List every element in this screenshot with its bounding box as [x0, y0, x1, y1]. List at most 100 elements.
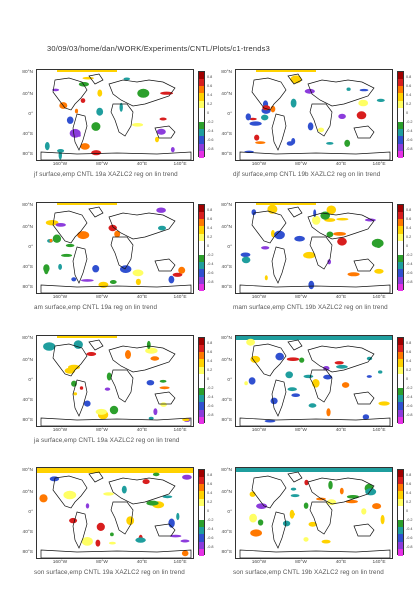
- colorbar-segment: [398, 470, 403, 478]
- colorbar-label: 0.4: [207, 491, 213, 495]
- colorbar-label: 0.2: [207, 235, 213, 239]
- latitude-label: 0°: [227, 510, 232, 515]
- colorbar-label: -0.2: [207, 120, 214, 124]
- colorbar-segment: [398, 477, 403, 485]
- world-map: [235, 69, 393, 161]
- colorbar-label: -0.6: [207, 138, 214, 142]
- colorbar-segment: [398, 491, 403, 499]
- colorbar-segment: [199, 491, 204, 499]
- longitude-label: 40°E: [136, 162, 148, 167]
- colorbar-label: -0.2: [207, 386, 214, 390]
- world-map: [36, 69, 194, 161]
- colorbar-segment: [199, 359, 204, 367]
- colorbar-label: -0.4: [406, 129, 413, 133]
- latitude-label: 40°N: [22, 92, 33, 97]
- colorbar-segment: [398, 107, 403, 115]
- longitude-label: 160°W: [251, 428, 267, 433]
- colorbar-label: 0.6: [207, 482, 213, 486]
- colorbar-segment: [398, 520, 403, 528]
- colorbar-label: 0.2: [406, 235, 412, 239]
- latitude-label: 80°N: [22, 336, 33, 341]
- colorbar-segment: [398, 212, 403, 220]
- longitude-label: 140°E: [372, 295, 386, 300]
- colorbar-segment: [199, 512, 204, 521]
- colorbar-label: 0.6: [207, 84, 213, 88]
- colorbar-segment: [199, 352, 204, 360]
- colorbar-segment: [199, 498, 204, 506]
- colorbar-segment: [199, 283, 204, 291]
- world-map: [235, 202, 393, 294]
- colorbar-label: 0.2: [207, 368, 213, 372]
- colorbar-label: 0: [406, 111, 409, 115]
- colorbar-segment: [398, 527, 403, 535]
- colorbar-segment: [398, 359, 403, 367]
- colorbar-segment: [199, 269, 204, 277]
- colorbar-label: -0.2: [406, 518, 413, 522]
- colorbar-segment: [398, 541, 403, 549]
- latitude-label: 80°N: [221, 70, 232, 75]
- latitude-label: 0°: [28, 378, 33, 383]
- colorbar-segment: [398, 255, 403, 263]
- world-map: [235, 467, 393, 559]
- world-map: [36, 467, 194, 559]
- latitude-label: 80°S: [22, 418, 33, 423]
- colorbar-segment: [199, 366, 204, 374]
- latitude-label: 40°N: [22, 490, 33, 495]
- latitude-label: 80°N: [22, 468, 33, 473]
- colorbar-label: -0.4: [207, 129, 214, 133]
- colorbar-segment: [398, 402, 403, 410]
- colorbar-segment: [199, 219, 204, 227]
- colorbar-segment: [398, 233, 403, 241]
- colorbar-label: 0.8: [207, 208, 213, 212]
- colorbar-label: 0.6: [406, 217, 412, 221]
- colorbar-label: -0.8: [207, 147, 214, 151]
- latitude-label: 40°N: [221, 358, 232, 363]
- colorbar-label: 0.4: [406, 359, 412, 363]
- longitude-label: 80°W: [295, 428, 307, 433]
- longitude-label: 140°E: [372, 162, 386, 167]
- latitude-label: 80°N: [22, 203, 33, 208]
- latitude-label: 0°: [28, 245, 33, 250]
- longitude-label: 160°W: [251, 295, 267, 300]
- colorbar-segment: [398, 548, 403, 556]
- colorbar-segment: [398, 338, 403, 346]
- colorbar-label: 0: [207, 377, 210, 381]
- colorbar-segment: [398, 150, 403, 158]
- colorbar-segment: [398, 380, 403, 389]
- colorbar-label: 0.2: [406, 368, 412, 372]
- colorbar-segment: [199, 226, 204, 234]
- colorbar-label: -0.6: [406, 536, 413, 540]
- colorbar-label: 0.4: [406, 491, 412, 495]
- panel-caption: djf surface,emp CNTL 19b XAZLC2 reg on l…: [233, 171, 381, 178]
- colorbar-label: 0.8: [406, 473, 412, 477]
- colorbar-segment: [398, 276, 403, 284]
- colorbar-segment: [199, 409, 204, 417]
- world-map: [36, 335, 194, 427]
- world-map: [235, 335, 393, 427]
- colorbar-label: -0.2: [406, 386, 413, 390]
- colorbar-segment: [199, 122, 204, 130]
- colorbar-label: 0.6: [406, 350, 412, 354]
- colorbar-segment: [199, 136, 204, 144]
- colorbar-label: 0.4: [207, 359, 213, 363]
- colorbar-label: 0: [406, 244, 409, 248]
- longitude-label: 40°E: [335, 428, 347, 433]
- colorbar-label: -0.6: [406, 404, 413, 408]
- colorbar-segment: [398, 283, 403, 291]
- longitude-label: 140°E: [173, 295, 187, 300]
- colorbar-segment: [398, 534, 403, 542]
- colorbar-segment: [199, 470, 204, 478]
- colorbar-label: 0.6: [406, 482, 412, 486]
- colorbar-label: -0.4: [207, 395, 214, 399]
- colorbar-segment: [398, 93, 403, 101]
- colorbar-segment: [398, 114, 403, 123]
- colorbar-segment: [199, 150, 204, 158]
- colorbar-segment: [398, 129, 403, 137]
- colorbar-segment: [199, 402, 204, 410]
- colorbar-label: -0.8: [406, 545, 413, 549]
- longitude-label: 140°E: [173, 162, 187, 167]
- colorbar-segment: [398, 269, 403, 277]
- colorbar-label: -0.8: [207, 413, 214, 417]
- colorbar-label: -0.4: [406, 262, 413, 266]
- colorbar-segment: [398, 122, 403, 130]
